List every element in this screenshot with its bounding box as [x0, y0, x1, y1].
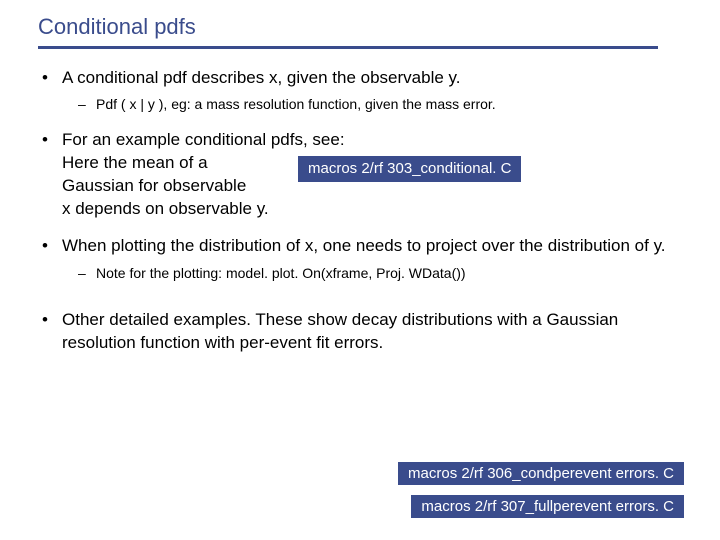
bullet-1-text: A conditional pdf describes x, given the… [62, 68, 460, 87]
macro-box-307: macros 2/rf 307_fullperevent errors. C [411, 495, 684, 518]
slide-title: Conditional pdfs [38, 14, 682, 40]
bullet-2-line-4: x depends on observable y. [62, 198, 682, 221]
title-rule [38, 46, 658, 49]
bullet-1: A conditional pdf describes x, given the… [38, 67, 682, 116]
bullet-2-line-1: For an example conditional pdfs, see: [62, 129, 682, 152]
bullet-list: A conditional pdf describes x, given the… [38, 67, 682, 356]
macro-box-306: macros 2/rf 306_condperevent errors. C [398, 462, 684, 485]
bullet-4: Other detailed examples. These show deca… [38, 309, 682, 355]
slide-container: Conditional pdfs A conditional pdf descr… [0, 0, 720, 540]
bullet-2: For an example conditional pdfs, see: He… [38, 129, 682, 221]
bullet-1-sub: Pdf ( x | y ), eg: a mass resolution fun… [62, 95, 682, 115]
macro-box-303: macros 2/rf 303_conditional. C [298, 156, 521, 182]
bullet-4-text: Other detailed examples. These show deca… [62, 310, 618, 352]
bullet-1-sub-1: Pdf ( x | y ), eg: a mass resolution fun… [62, 95, 682, 115]
bullet-3-sub: Note for the plotting: model. plot. On(x… [62, 264, 682, 284]
bullet-3-sub-1: Note for the plotting: model. plot. On(x… [62, 264, 682, 284]
bullet-3-text: When plotting the distribution of x, one… [62, 236, 666, 255]
bullet-3: When plotting the distribution of x, one… [38, 235, 682, 284]
